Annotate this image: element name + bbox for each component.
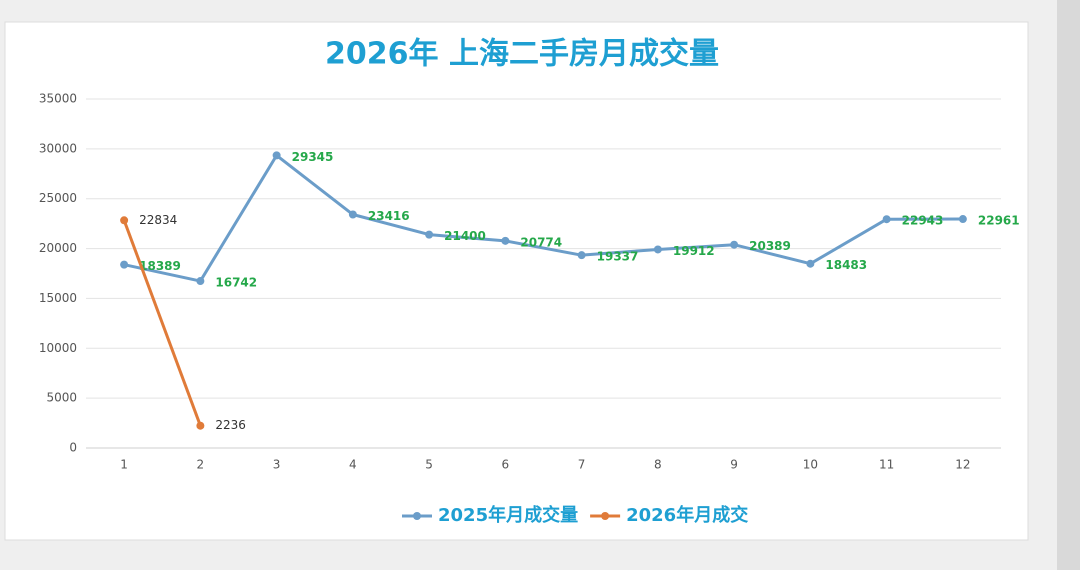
data-label: 19912 xyxy=(673,244,715,258)
legend-label: 2025年月成交量 xyxy=(438,504,578,526)
point xyxy=(196,277,205,286)
legend-dot xyxy=(413,512,421,520)
side-strip xyxy=(1057,0,1080,570)
data-label: 23416 xyxy=(368,209,410,223)
data-label: 18389 xyxy=(139,259,181,273)
x-tick-label: 11 xyxy=(879,458,894,472)
x-tick-label: 1 xyxy=(120,458,128,472)
y-tick-label: 15000 xyxy=(39,291,77,305)
y-tick-label: 25000 xyxy=(39,191,77,205)
x-tick-label: 7 xyxy=(578,458,586,472)
point xyxy=(425,230,434,239)
x-tick-label: 4 xyxy=(349,458,357,472)
data-label: 21400 xyxy=(444,229,486,243)
chart-title: 2026年 上海二手房月成交量 xyxy=(325,37,719,72)
point xyxy=(348,210,357,219)
series-line xyxy=(122,219,202,427)
point xyxy=(958,215,967,224)
y-tick-label: 10000 xyxy=(39,341,77,355)
data-label: 29345 xyxy=(292,150,334,164)
y-tick-label: 35000 xyxy=(39,92,77,106)
point xyxy=(577,251,586,260)
y-tick-label: 20000 xyxy=(39,241,77,255)
point xyxy=(120,260,129,269)
data-label: 19337 xyxy=(597,250,639,264)
y-tick-label: 5000 xyxy=(46,391,77,405)
point xyxy=(730,240,739,249)
point xyxy=(196,421,205,430)
data-label: 20774 xyxy=(520,235,562,249)
data-label: 2236 xyxy=(215,418,246,432)
x-tick-label: 2 xyxy=(197,458,205,472)
x-tick-label: 6 xyxy=(502,458,510,472)
x-tick-label: 5 xyxy=(425,458,433,472)
point xyxy=(882,215,891,224)
data-label: 22834 xyxy=(139,213,177,227)
point xyxy=(501,236,510,245)
legend-dot xyxy=(601,512,610,520)
x-tick-label: 8 xyxy=(654,458,662,472)
data-label: 18483 xyxy=(825,258,867,272)
chart-card xyxy=(4,21,1029,541)
legend-label: 2026年月成交 xyxy=(626,504,748,526)
point xyxy=(653,245,662,254)
data-label: 22943 xyxy=(902,214,944,228)
x-tick-label: 12 xyxy=(955,458,970,472)
x-tick-label: 10 xyxy=(803,458,818,472)
point xyxy=(806,259,815,268)
series-line xyxy=(123,153,963,283)
x-tick-label: 3 xyxy=(273,458,281,472)
x-tick-label: 9 xyxy=(730,458,738,472)
data-label: 20389 xyxy=(749,239,791,253)
point xyxy=(120,216,129,225)
y-tick-label: 0 xyxy=(69,441,77,455)
y-tick-label: 30000 xyxy=(39,141,77,155)
data-label: 16742 xyxy=(215,276,257,290)
data-label: 22961 xyxy=(978,214,1020,228)
point xyxy=(272,151,281,160)
